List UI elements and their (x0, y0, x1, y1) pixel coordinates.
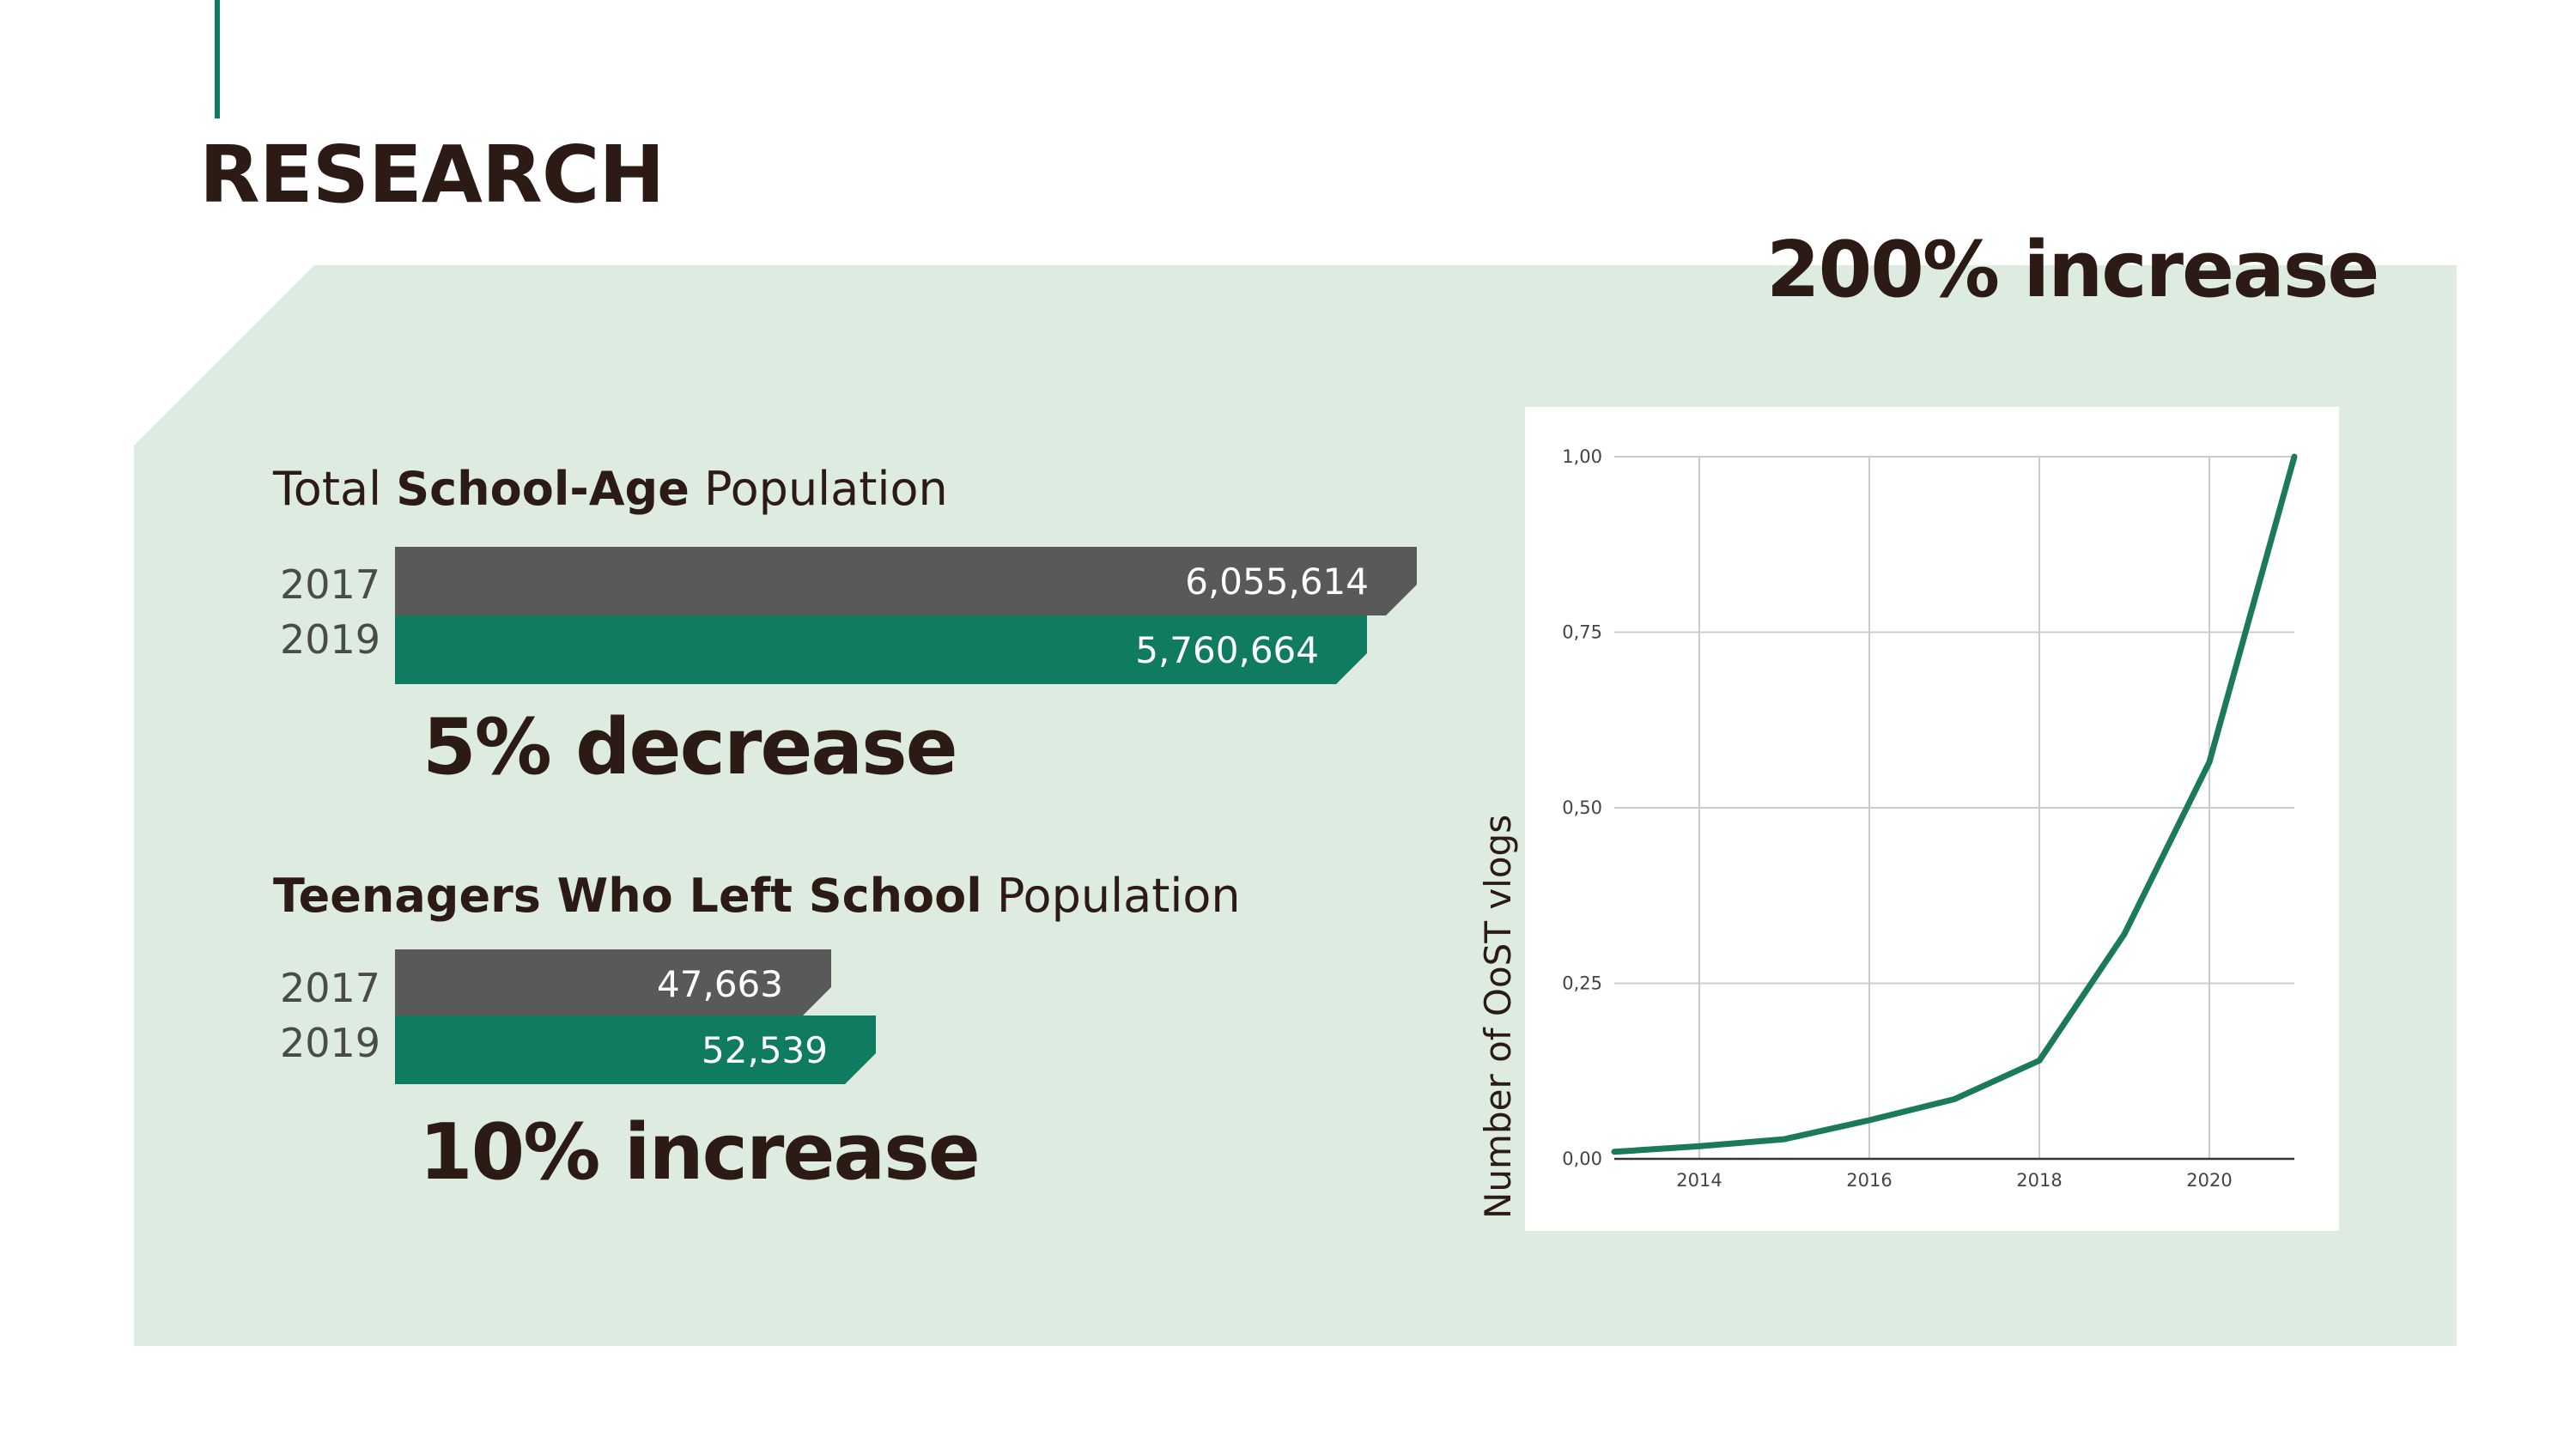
section-title-left-school: Teenagers Who Left School Population (273, 869, 1241, 923)
y-tick-label: 0,00 (1562, 1149, 1602, 1169)
year-label: 2017 (280, 561, 381, 608)
y-tick-label: 1,00 (1562, 446, 1602, 467)
series-line (1611, 453, 2298, 1155)
bar-value-label: 52,539 (702, 1028, 828, 1071)
school-age-change-headline: 5% decrease (422, 702, 958, 792)
chart-change-headline: 200% increase (1766, 225, 2379, 315)
x-tick-label: 2016 (1846, 1170, 1892, 1191)
bar-left-school-2017: 47,663 (395, 949, 831, 1018)
bar-value-label: 47,663 (657, 962, 783, 1005)
y-tick-label: 0,50 (1562, 797, 1602, 818)
left-school-change-headline: 10% increase (419, 1107, 981, 1197)
bar-left-school-2019: 52,539 (395, 1016, 876, 1084)
y-tick-label: 0,75 (1562, 622, 1602, 643)
x-tick-label: 2014 (1676, 1170, 1722, 1191)
line-chart: 2014 2016 2018 2020 0,00 0,25 0,50 0,75 1,00 (1562, 446, 2298, 1191)
bar-value-label: 5,760,664 (1135, 628, 1319, 671)
x-tick-label: 2020 (2186, 1170, 2232, 1191)
year-label: 2017 (280, 965, 381, 1011)
section-title-school-age: Total School-Age Population (273, 462, 948, 516)
page-title: RESEARCH (199, 129, 665, 221)
line-chart-card: 2014 2016 2018 2020 0,00 0,25 0,50 0,75 1,00 (1525, 407, 2339, 1231)
x-tick-label: 2018 (2016, 1170, 2062, 1191)
bar-school-age-2017: 6,055,614 (395, 547, 1417, 615)
bar-value-label: 6,055,614 (1185, 560, 1369, 603)
year-label: 2019 (280, 1020, 381, 1066)
y-tick-label: 0,25 (1562, 973, 1602, 994)
year-label: 2019 (280, 616, 381, 663)
bar-school-age-2019: 5,760,664 (395, 615, 1367, 684)
accent-line (215, 0, 220, 118)
y-axis-title: Number of OoST vlogs (1477, 814, 1519, 1219)
